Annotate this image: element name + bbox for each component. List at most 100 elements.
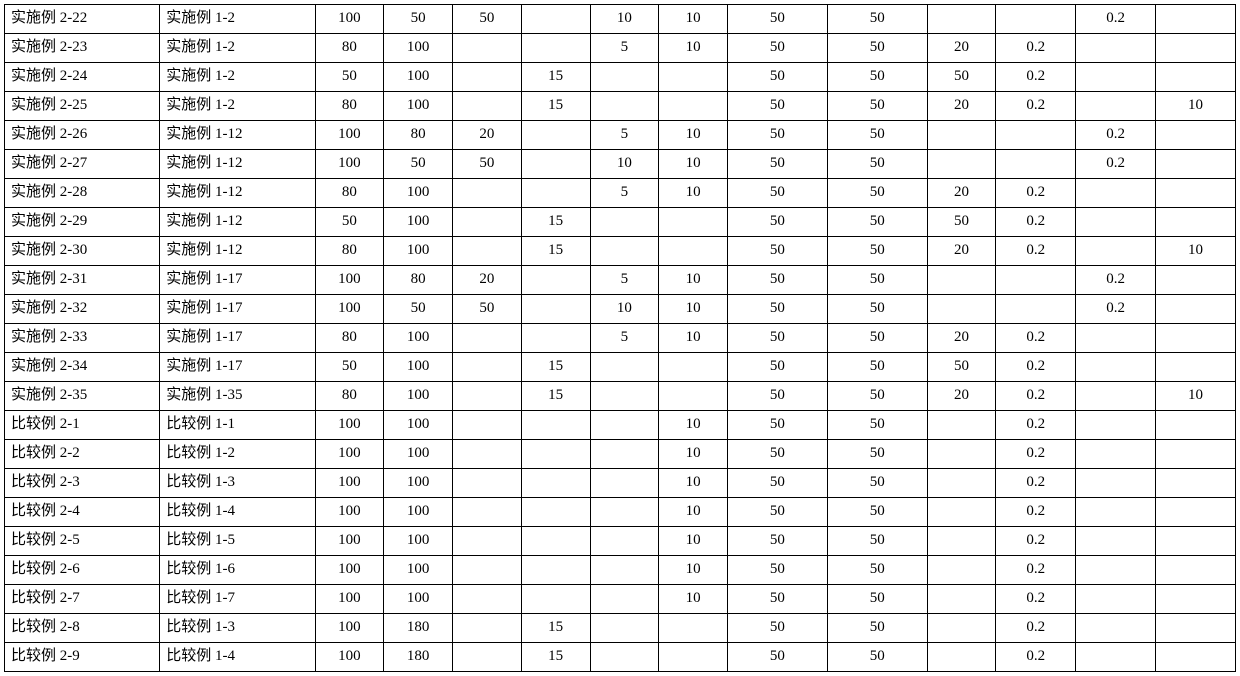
table-cell xyxy=(1156,34,1236,63)
table-cell: 50 xyxy=(728,440,828,469)
table-cell: 100 xyxy=(384,411,453,440)
table-cell: 50 xyxy=(927,208,996,237)
table-cell: 实施例 1-17 xyxy=(160,295,315,324)
table-cell: 50 xyxy=(827,34,927,63)
table-cell: 实施例 2-30 xyxy=(5,237,160,266)
table-cell xyxy=(1156,585,1236,614)
table-cell: 10 xyxy=(659,585,728,614)
table-cell: 比较例 1-5 xyxy=(160,527,315,556)
table-cell xyxy=(659,614,728,643)
table-cell: 5 xyxy=(590,179,659,208)
table-cell: 0.2 xyxy=(1076,266,1156,295)
table-cell xyxy=(521,121,590,150)
table-cell: 50 xyxy=(453,5,522,34)
table-cell: 10 xyxy=(659,295,728,324)
table-cell: 50 xyxy=(827,353,927,382)
table-cell: 实施例 2-24 xyxy=(5,63,160,92)
table-cell xyxy=(521,324,590,353)
table-cell: 50 xyxy=(728,411,828,440)
table-cell: 10 xyxy=(659,527,728,556)
table-cell: 实施例 2-34 xyxy=(5,353,160,382)
table-cell xyxy=(1076,34,1156,63)
table-cell xyxy=(1156,179,1236,208)
table-cell: 80 xyxy=(315,324,384,353)
table-cell: 20 xyxy=(453,266,522,295)
table-cell: 100 xyxy=(315,266,384,295)
table-cell: 100 xyxy=(384,324,453,353)
table-cell xyxy=(1156,353,1236,382)
table-cell: 实施例 1-2 xyxy=(160,5,315,34)
table-cell: 50 xyxy=(728,324,828,353)
table-cell: 15 xyxy=(521,208,590,237)
table-cell xyxy=(453,440,522,469)
table-cell: 10 xyxy=(590,5,659,34)
table-cell xyxy=(453,63,522,92)
table-cell xyxy=(1076,179,1156,208)
table-cell xyxy=(521,179,590,208)
table-cell: 0.2 xyxy=(996,179,1076,208)
table-cell xyxy=(1156,440,1236,469)
table-row: 比较例 2-3比较例 1-31001001050500.2 xyxy=(5,469,1236,498)
table-cell: 实施例 2-27 xyxy=(5,150,160,179)
table-cell xyxy=(1076,353,1156,382)
table-cell xyxy=(1156,295,1236,324)
table-cell: 50 xyxy=(384,5,453,34)
table-cell: 实施例 2-22 xyxy=(5,5,160,34)
table-cell: 100 xyxy=(315,498,384,527)
table-cell xyxy=(1076,92,1156,121)
table-cell xyxy=(927,585,996,614)
table-cell xyxy=(590,63,659,92)
table-cell: 50 xyxy=(827,411,927,440)
table-cell: 0.2 xyxy=(996,353,1076,382)
table-cell: 10 xyxy=(659,469,728,498)
table-cell: 50 xyxy=(728,527,828,556)
table-cell: 50 xyxy=(827,527,927,556)
table-cell: 180 xyxy=(384,643,453,672)
table-cell: 50 xyxy=(728,208,828,237)
table-cell: 50 xyxy=(827,585,927,614)
table-cell: 0.2 xyxy=(996,324,1076,353)
table-cell xyxy=(453,34,522,63)
table-cell: 实施例 2-32 xyxy=(5,295,160,324)
table-cell: 实施例 1-12 xyxy=(160,121,315,150)
table-cell: 10 xyxy=(659,150,728,179)
table-cell xyxy=(927,150,996,179)
table-cell: 实施例 1-35 xyxy=(160,382,315,411)
table-cell: 50 xyxy=(728,92,828,121)
table-cell: 比较例 2-2 xyxy=(5,440,160,469)
table-cell: 5 xyxy=(590,34,659,63)
table-cell xyxy=(453,411,522,440)
table-cell xyxy=(659,63,728,92)
table-cell: 80 xyxy=(315,34,384,63)
table-cell: 50 xyxy=(827,179,927,208)
table-cell: 15 xyxy=(521,237,590,266)
table-cell xyxy=(453,527,522,556)
table-cell: 实施例 2-28 xyxy=(5,179,160,208)
table-row: 实施例 2-26实施例 1-12100802051050500.2 xyxy=(5,121,1236,150)
table-cell: 50 xyxy=(827,643,927,672)
table-cell xyxy=(927,266,996,295)
table-cell: 0.2 xyxy=(996,237,1076,266)
table-cell: 比较例 1-4 xyxy=(160,498,315,527)
table-cell: 100 xyxy=(384,179,453,208)
table-cell xyxy=(453,208,522,237)
table-cell: 100 xyxy=(384,208,453,237)
table-cell xyxy=(659,208,728,237)
table-cell: 50 xyxy=(827,150,927,179)
table-cell: 15 xyxy=(521,63,590,92)
table-cell xyxy=(1076,324,1156,353)
table-cell: 50 xyxy=(827,208,927,237)
table-cell: 100 xyxy=(384,527,453,556)
table-cell: 0.2 xyxy=(1076,150,1156,179)
table-cell: 比较例 1-6 xyxy=(160,556,315,585)
table-cell: 实施例 1-2 xyxy=(160,34,315,63)
table-cell xyxy=(996,150,1076,179)
table-cell: 实施例 1-12 xyxy=(160,150,315,179)
table-cell: 100 xyxy=(384,382,453,411)
table-cell xyxy=(1156,208,1236,237)
table-cell: 10 xyxy=(659,5,728,34)
table-cell xyxy=(927,614,996,643)
table-cell: 比较例 1-1 xyxy=(160,411,315,440)
table-cell: 100 xyxy=(384,498,453,527)
table-cell: 10 xyxy=(659,411,728,440)
